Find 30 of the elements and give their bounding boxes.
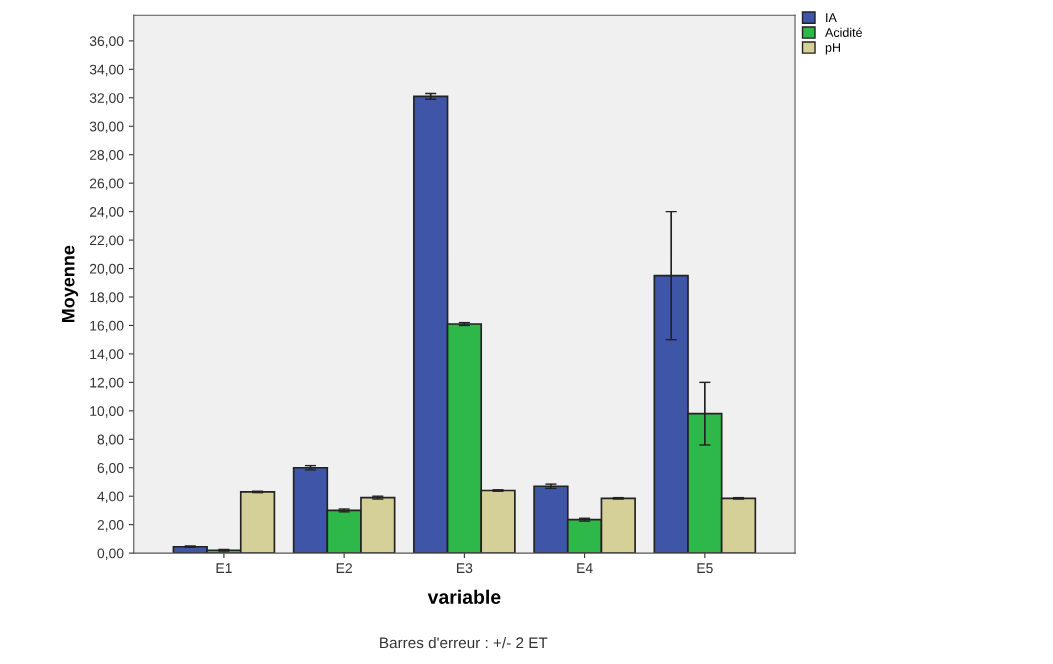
y-tick-label: 8,00	[97, 434, 124, 447]
x-tick-label: E5	[697, 563, 713, 574]
x-tick-label: E4	[577, 563, 593, 573]
y-tick-label: 4,00	[97, 491, 124, 504]
y-tick-label: 22,00	[89, 235, 124, 247]
x-tick-label: E2	[336, 563, 352, 573]
y-tick-label: 18,00	[90, 292, 124, 304]
y-tick-label: 30,00	[89, 121, 124, 134]
y-tick-label: 32,00	[89, 93, 124, 105]
legend-label: IA	[826, 13, 837, 22]
y-tick-label: 24,00	[89, 206, 124, 219]
y-tick-label: 0,00	[97, 548, 124, 560]
y-tick-label: 16,00	[90, 320, 124, 333]
y-tick-label: 12,00	[90, 377, 124, 390]
y-tick-label: 10,00	[90, 406, 124, 418]
y-tick-label: 2,00	[97, 519, 124, 532]
legend-label: Acidité	[825, 27, 862, 37]
x-axis-title: variable	[427, 589, 501, 604]
y-tick-label: 26,00	[89, 178, 124, 190]
x-tick-label: E3	[457, 563, 473, 574]
y-axis-title: Moyenne	[61, 245, 79, 323]
y-tick-label: 6,00	[97, 463, 124, 475]
x-tick-label: E1	[216, 563, 232, 573]
y-tick-label: 20,00	[89, 263, 124, 276]
y-tick-label: 28,00	[89, 150, 124, 162]
y-tick-label: 34,00	[89, 64, 124, 77]
text: Barres d'erreur : +/- 2 ET	[380, 636, 548, 649]
y-tick-label: 14,00	[90, 349, 124, 361]
y-tick-label: 36,00	[89, 36, 124, 48]
legend-label: pH	[825, 43, 840, 55]
